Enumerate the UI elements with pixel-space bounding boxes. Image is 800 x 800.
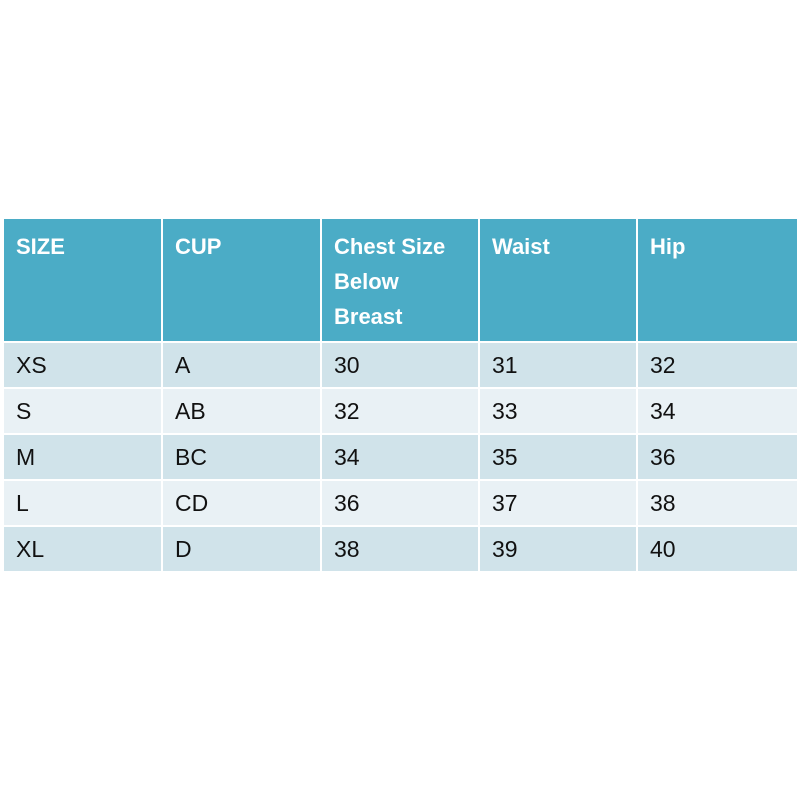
table-cell: 36 bbox=[320, 479, 480, 527]
table-cell: 31 bbox=[478, 341, 638, 389]
table-cell: 36 bbox=[636, 433, 799, 481]
table-cell: 38 bbox=[636, 479, 799, 527]
table-cell: CD bbox=[161, 479, 322, 527]
table-cell: 33 bbox=[478, 387, 638, 435]
table-row: S AB 32 33 34 bbox=[2, 387, 799, 435]
table-cell: 32 bbox=[636, 341, 799, 389]
table-cell: 34 bbox=[320, 433, 480, 481]
table-cell: A bbox=[161, 341, 322, 389]
table-cell: 32 bbox=[320, 387, 480, 435]
table-cell: 34 bbox=[636, 387, 799, 435]
table-body: XS A 30 31 32 S AB 32 33 34 M BC 34 35 36 L CD 36 37 38 XL D 3… bbox=[2, 341, 799, 573]
table-row: M BC 34 35 36 bbox=[2, 433, 799, 481]
table-cell: AB bbox=[161, 387, 322, 435]
table-cell: XL bbox=[2, 525, 163, 573]
table-cell: D bbox=[161, 525, 322, 573]
table-row: XL D 38 39 40 bbox=[2, 525, 799, 573]
table-cell: 30 bbox=[320, 341, 480, 389]
header-cell: Waist bbox=[478, 217, 638, 343]
table-cell: L bbox=[2, 479, 163, 527]
table-cell: BC bbox=[161, 433, 322, 481]
header-cell: Chest Size Below Breast bbox=[320, 217, 480, 343]
table-cell: 40 bbox=[636, 525, 799, 573]
size-table: SIZE CUP Chest Size Below Breast Waist Hip X… bbox=[2, 217, 799, 573]
header-row: SIZE CUP Chest Size Below Breast Waist Hip bbox=[2, 217, 799, 343]
table-cell: 37 bbox=[478, 479, 638, 527]
table-cell: 39 bbox=[478, 525, 638, 573]
header-cell: Hip bbox=[636, 217, 799, 343]
table-row: L CD 36 37 38 bbox=[2, 479, 799, 527]
table-row: XS A 30 31 32 bbox=[2, 341, 799, 389]
table-cell: M bbox=[2, 433, 163, 481]
table-cell: S bbox=[2, 387, 163, 435]
table-cell: XS bbox=[2, 341, 163, 389]
header-cell: SIZE bbox=[2, 217, 163, 343]
table-header: SIZE CUP Chest Size Below Breast Waist Hip bbox=[2, 217, 799, 343]
table-cell: 35 bbox=[478, 433, 638, 481]
table-cell: 38 bbox=[320, 525, 480, 573]
header-cell: CUP bbox=[161, 217, 322, 343]
